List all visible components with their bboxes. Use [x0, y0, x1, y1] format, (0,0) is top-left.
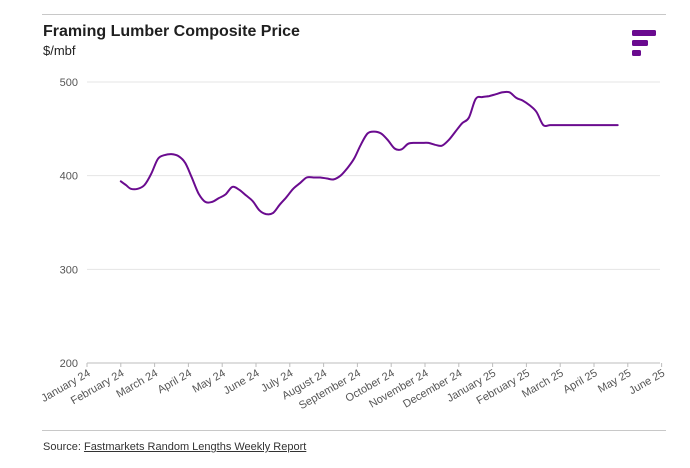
chart-unit-label: $/mbf	[43, 43, 76, 58]
chart-title: Framing Lumber Composite Price	[43, 23, 300, 40]
y-tick-label: 500	[60, 77, 78, 89]
y-axis-tick-labels: 200 300 400 500	[60, 77, 78, 370]
series-layer	[119, 90, 619, 216]
x-tick-label: June 24	[222, 367, 262, 397]
source-prefix: Source:	[43, 441, 84, 453]
logo-bar-middle	[632, 40, 648, 46]
x-tick-label: April 24	[156, 367, 194, 396]
y-tick-label: 300	[60, 264, 78, 276]
x-tick-label: April 25	[561, 367, 599, 396]
y-tick-label: 200	[60, 358, 78, 370]
logo-bar-top	[632, 30, 656, 36]
bottom-divider	[42, 430, 666, 431]
fastmarkets-logo-icon	[632, 30, 656, 56]
y-tick-label: 400	[60, 171, 78, 183]
source-link[interactable]: Fastmarkets Random Lengths Weekly Report	[83, 441, 307, 453]
logo-bar-bottom	[632, 50, 641, 56]
x-tick-label: May 25	[596, 367, 633, 395]
series-line-composite-price	[119, 90, 619, 216]
x-tick-label: June 25	[627, 367, 667, 397]
top-divider	[42, 14, 666, 15]
x-tick-label: May 24	[190, 367, 227, 395]
source-note: Source: Fastmarkets Random Lengths Weekl…	[43, 441, 306, 453]
gridlines	[87, 81, 660, 364]
